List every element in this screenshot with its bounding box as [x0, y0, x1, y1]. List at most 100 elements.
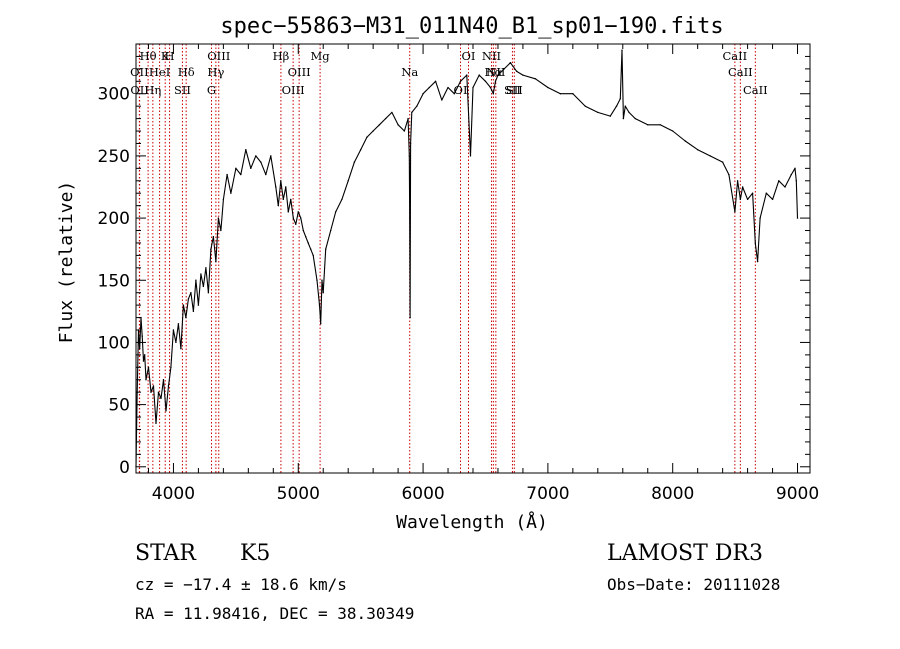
spectrum-point	[672, 130, 674, 132]
spectrum-point	[409, 316, 411, 319]
spectrum-point	[280, 180, 282, 182]
spectrum-point	[141, 335, 143, 337]
spectrum-point	[765, 192, 768, 194]
line-marker-label: SII	[504, 83, 521, 97]
spectrum-point	[751, 192, 754, 194]
spectrum-point	[795, 180, 797, 182]
spectrum-point	[330, 229, 332, 232]
spectrum-point	[240, 173, 242, 176]
spectrum-point	[297, 211, 299, 213]
spectrum-point	[321, 279, 323, 281]
spectrum-point	[597, 111, 599, 114]
spectrum-point	[409, 217, 411, 219]
spectrum-point	[341, 198, 343, 201]
spectrum-point	[322, 291, 324, 294]
spectrum-point	[226, 173, 228, 176]
coordinates: RA = 11.98416, DEC = 38.30349	[135, 604, 415, 623]
spectrum-point	[147, 366, 150, 369]
spectrum-point	[409, 142, 412, 145]
spectrum-point	[515, 70, 518, 73]
spectrum-point	[790, 173, 792, 176]
spectrum-point	[794, 167, 796, 170]
spectrum-point	[372, 130, 374, 132]
spectrum-point	[145, 379, 147, 381]
line-marker-label: HeI	[149, 65, 170, 79]
y-tick-label: 250	[98, 147, 130, 167]
spectrum-point	[285, 186, 287, 188]
spectrum-point	[320, 323, 322, 325]
spectrum-point	[547, 86, 549, 89]
spectrum-point	[172, 329, 175, 331]
spectrum-point	[469, 155, 472, 157]
spectrum-point	[265, 173, 267, 176]
spectrum-point	[150, 391, 152, 393]
spectrum-point	[205, 267, 207, 269]
spectrum-point	[584, 105, 587, 107]
spectrum-point	[167, 385, 170, 387]
spectrum-point	[220, 229, 222, 232]
spectrum-point	[142, 360, 145, 362]
spectrum-point	[210, 248, 212, 250]
line-marker-label: SII	[506, 83, 523, 97]
spectrum-point	[466, 74, 468, 76]
spectrum-point	[305, 236, 307, 238]
spectrum-point	[160, 397, 162, 400]
spectrum-point	[200, 273, 202, 275]
spectrum-point	[503, 68, 505, 70]
chart-title: spec−55863−M31_011N40_B1_sp01−190.fits	[220, 14, 723, 39]
spectrum-point	[746, 198, 749, 201]
spectrum-point	[300, 217, 302, 219]
spectrum-point	[619, 98, 621, 100]
line-marker-label: NII	[486, 65, 505, 79]
y-tick-label: 150	[98, 271, 130, 291]
spectrum-point	[624, 105, 626, 107]
spectrum-point	[559, 93, 562, 95]
line-marker-label: OI	[462, 49, 476, 63]
line-marker-label: Hγ	[207, 65, 224, 79]
spectrum-point	[139, 347, 141, 350]
y-tick-label: 200	[98, 209, 130, 229]
spectrum-point	[684, 140, 686, 142]
spectrum-point	[634, 117, 636, 120]
spectrum-point	[447, 86, 449, 89]
spectrum-point	[422, 93, 424, 95]
spectrum-point	[728, 173, 730, 176]
spectrum-point	[721, 161, 724, 163]
x-tick-label: 6000	[401, 484, 444, 504]
spectrum-point	[144, 354, 146, 356]
spectrum-point	[207, 291, 210, 294]
spectrum-point	[275, 186, 277, 188]
spectrum-point	[335, 211, 337, 213]
spectrum-point	[255, 155, 257, 157]
spectrum-point	[534, 78, 537, 80]
line-marker-label: H	[165, 49, 175, 63]
spectrum-point	[403, 130, 406, 132]
redshift-value: cz = −17.4 ± 18.6 km/s	[135, 575, 347, 594]
spectrum-point	[155, 422, 157, 424]
spectrum-point	[572, 93, 574, 95]
object-subclass: K5	[240, 541, 271, 566]
line-marker-label: OI	[454, 83, 468, 97]
line-marker-label: CaII	[743, 83, 768, 97]
spectrum-point	[709, 155, 711, 157]
line-marker-label: Hη	[144, 83, 161, 97]
spectrum-point	[250, 167, 252, 170]
line-marker-label: Na	[401, 65, 418, 79]
spectrum-point	[416, 105, 418, 107]
spectrum-point	[185, 316, 187, 319]
line-marker-label: CaII	[722, 49, 747, 63]
x-tick-label: 9000	[776, 484, 819, 504]
line-marker-label: Hθ	[140, 49, 157, 63]
y-tick-label: 300	[98, 85, 130, 105]
spectrum-point	[245, 148, 247, 151]
spectrum-point	[312, 254, 314, 257]
spectrum-point	[277, 204, 279, 207]
spectrum-point	[494, 80, 497, 83]
spectrum-point	[260, 161, 262, 163]
spectrum-point	[152, 385, 155, 387]
line-marker-label: Hβ	[273, 49, 290, 63]
line-marker-label: OIII	[282, 83, 305, 97]
emission-line-labels: HθOIIOIIKHeIHηHHδSIIOIIIHγGHβOIIIOIIIMgN…	[130, 49, 768, 97]
spectrum-point	[235, 167, 237, 170]
